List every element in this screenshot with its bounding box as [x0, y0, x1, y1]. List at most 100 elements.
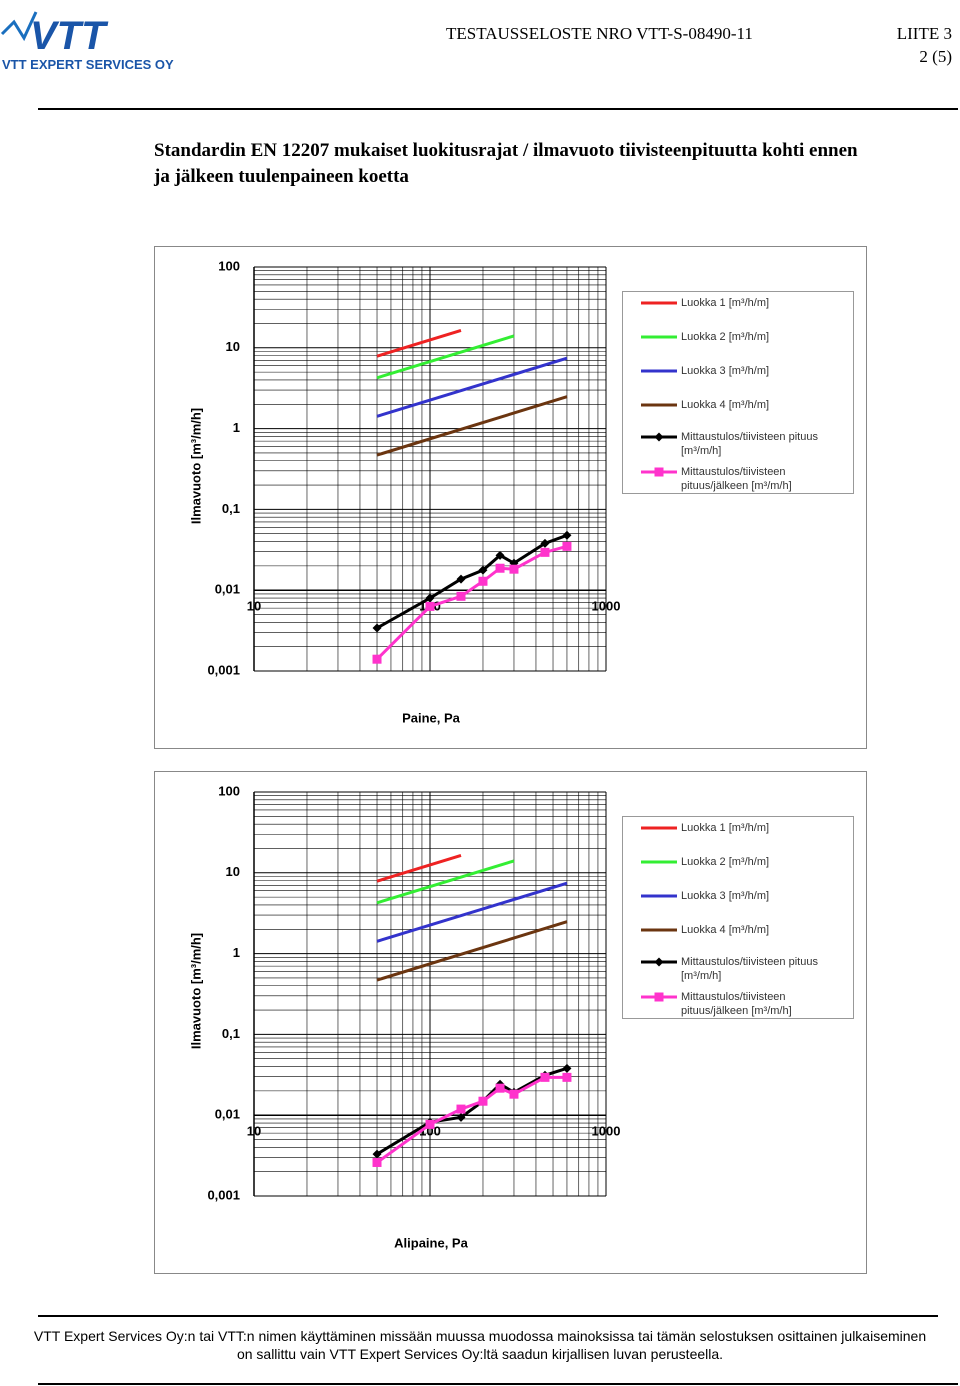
data-point: [654, 957, 664, 967]
data-point: [540, 1072, 550, 1082]
data-point: [478, 565, 488, 575]
appendix: LIITE 3: [896, 24, 952, 43]
x-tick-label: 1000: [592, 1124, 621, 1139]
legend-item: Luokka 2 [m³/h/m]: [641, 330, 831, 344]
legend-item: Luokka 1 [m³/h/m]: [641, 296, 831, 310]
legend-swatch: [641, 432, 677, 442]
legend-label: Mittaustulos/tiivisteen pituus [m³/m/h]: [681, 431, 818, 457]
y-tick-label: 0,01: [215, 582, 240, 597]
legend-label: Luokka 2 [m³/h/m]: [681, 856, 770, 868]
data-point: [478, 576, 488, 586]
legend-item: Luokka 3 [m³/h/m]: [641, 889, 831, 903]
data-point: [654, 992, 664, 1002]
series-line: [376, 395, 568, 457]
data-point: [456, 591, 466, 601]
data-point: [425, 601, 435, 611]
series-line: [375, 544, 568, 661]
data-point: [478, 1096, 488, 1106]
y-tick-label: 0,01: [215, 1107, 240, 1122]
y-axis-title: Ilmavuoto [m³/m/h]: [188, 933, 203, 1049]
legend-swatch: [641, 894, 677, 898]
footer-rule: [38, 1383, 958, 1385]
series-line: [376, 881, 568, 943]
legend-swatch: [641, 860, 677, 864]
data-point: [495, 550, 505, 560]
title-line: ja jälkeen tuulenpaineen koetta: [154, 166, 409, 187]
y-axis-title: Ilmavuoto [m³/m/h]: [188, 408, 203, 524]
y-tick-label: 0,001: [207, 1187, 240, 1202]
series-line: [376, 334, 515, 380]
series-line: [376, 356, 568, 418]
data-point: [562, 1072, 572, 1082]
logo-text: VTT: [30, 14, 109, 58]
y-tick-label: 0,1: [222, 1026, 240, 1041]
legend-item: Mittaustulos/tiivisteen pituus/jälkeen […: [641, 465, 831, 493]
logo: VTT: [0, 11, 109, 58]
legend-label: Luokka 3 [m³/h/m]: [681, 365, 770, 377]
legend-item: Mittaustulos/tiivisteen pituus/jälkeen […: [641, 990, 831, 1018]
data-point: [562, 1063, 572, 1073]
y-tick-label: 100: [218, 258, 240, 273]
legend-label: Mittaustulos/tiivisteen pituus/jälkeen […: [681, 991, 792, 1017]
data-point: [495, 563, 505, 573]
legend-label: Luokka 4 [m³/h/m]: [681, 924, 770, 936]
legend-item: Mittaustulos/tiivisteen pituus [m³/m/h]: [641, 955, 831, 983]
series-line: [376, 854, 462, 883]
page-number: 2 (5): [919, 47, 952, 66]
data-point: [540, 547, 550, 557]
legend-swatch: [641, 403, 677, 407]
chart-frame: 10 100 1000 0,001 0,01 0,1 1 10 100 Alipaine, Pa I…: [154, 771, 867, 1274]
legend-label: Luokka 1 [m³/h/m]: [681, 297, 770, 309]
footer-rule: [38, 1315, 938, 1317]
series-line: [376, 1075, 567, 1164]
y-tick-label: 1: [233, 945, 240, 960]
y-tick-label: 0,1: [222, 501, 240, 516]
legend-swatch: [641, 301, 677, 305]
data-point: [562, 530, 572, 540]
data-point: [654, 432, 664, 442]
report-number: TESTAUSSELOSTE NRO VTT-S-08490-11: [446, 24, 753, 43]
legend-swatch: [641, 467, 677, 477]
series-line: [376, 859, 515, 905]
footer-text: on sallittu vain VTT Expert Services Oy:…: [236, 1346, 724, 1362]
legend: Luokka 1 [m³/h/m] Luokka 2 [m³/h/m] Luokka…: [622, 816, 854, 1019]
x-axis-title: Paine, Pa: [402, 710, 461, 725]
legend-swatch: [641, 335, 677, 339]
legend-swatch: [641, 992, 677, 1002]
series-line: [376, 920, 568, 982]
y-tick-label: 1: [233, 420, 240, 435]
legend-swatch: [641, 957, 677, 967]
data-point: [456, 1112, 466, 1122]
data-point: [495, 1083, 505, 1093]
data-point: [372, 623, 382, 633]
data-point: [456, 574, 466, 584]
data-point: [425, 593, 435, 603]
y-tick-label: 0,001: [207, 662, 240, 677]
legend: Luokka 1 [m³/h/m] Luokka 2 [m³/h/m] Luokka…: [622, 291, 854, 494]
data-point: [372, 654, 382, 664]
series-line: [376, 533, 568, 630]
footer-text: VTT Expert Services Oy:n tai VTT:n nimen…: [33, 1328, 927, 1344]
data-point: [540, 538, 550, 548]
data-point: [562, 541, 572, 551]
legend-item: Luokka 4 [m³/h/m]: [641, 398, 831, 412]
y-tick-label: 100: [218, 783, 240, 798]
legend-swatch: [641, 928, 677, 932]
legend-item: Mittaustulos/tiivisteen pituus [m³/m/h]: [641, 430, 831, 458]
data-point: [372, 1149, 382, 1159]
data-point: [654, 467, 664, 477]
x-axis-title: Alipaine, Pa: [394, 1235, 468, 1250]
legend-label: Mittaustulos/tiivisteen pituus/jälkeen […: [681, 466, 792, 492]
title-line: Standardin EN 12207 mukaiset luokitusraj…: [154, 140, 858, 161]
legend-swatch: [641, 369, 677, 373]
legend-label: Luokka 2 [m³/h/m]: [681, 331, 770, 343]
x-tick-label: 1000: [592, 599, 621, 614]
company: VTT EXPERT SERVICES OY: [2, 57, 174, 72]
logo-mark: [0, 11, 38, 42]
legend-label: Luokka 4 [m³/h/m]: [681, 399, 770, 411]
data-point: [456, 1104, 466, 1114]
legend-item: Luokka 4 [m³/h/m]: [641, 923, 831, 937]
